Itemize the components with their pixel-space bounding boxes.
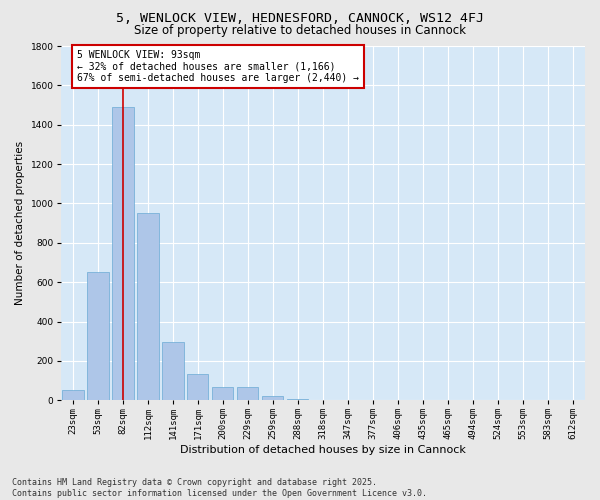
Y-axis label: Number of detached properties: Number of detached properties <box>15 141 25 305</box>
Bar <box>162 342 184 400</box>
Bar <box>137 214 158 400</box>
Text: 5 WENLOCK VIEW: 93sqm
← 32% of detached houses are smaller (1,166)
67% of semi-d: 5 WENLOCK VIEW: 93sqm ← 32% of detached … <box>77 50 359 83</box>
Bar <box>112 107 134 400</box>
Text: Contains HM Land Registry data © Crown copyright and database right 2025.
Contai: Contains HM Land Registry data © Crown c… <box>12 478 427 498</box>
Bar <box>62 390 83 400</box>
Bar <box>212 387 233 400</box>
Bar <box>237 387 259 400</box>
Text: Size of property relative to detached houses in Cannock: Size of property relative to detached ho… <box>134 24 466 37</box>
Text: 5, WENLOCK VIEW, HEDNESFORD, CANNOCK, WS12 4FJ: 5, WENLOCK VIEW, HEDNESFORD, CANNOCK, WS… <box>116 12 484 26</box>
Bar <box>88 272 109 400</box>
X-axis label: Distribution of detached houses by size in Cannock: Distribution of detached houses by size … <box>180 445 466 455</box>
Bar <box>187 374 208 400</box>
Bar <box>262 396 283 400</box>
